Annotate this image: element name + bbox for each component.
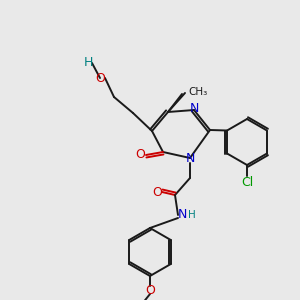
- Text: H: H: [188, 210, 196, 220]
- Text: N: N: [177, 208, 187, 221]
- Text: N: N: [189, 103, 199, 116]
- Text: CH₃: CH₃: [188, 87, 207, 97]
- Text: H: H: [83, 56, 93, 70]
- Text: Cl: Cl: [241, 176, 253, 188]
- Text: O: O: [152, 185, 162, 199]
- Text: N: N: [185, 152, 195, 164]
- Text: O: O: [135, 148, 145, 161]
- Text: O: O: [95, 71, 105, 85]
- Text: O: O: [145, 284, 155, 296]
